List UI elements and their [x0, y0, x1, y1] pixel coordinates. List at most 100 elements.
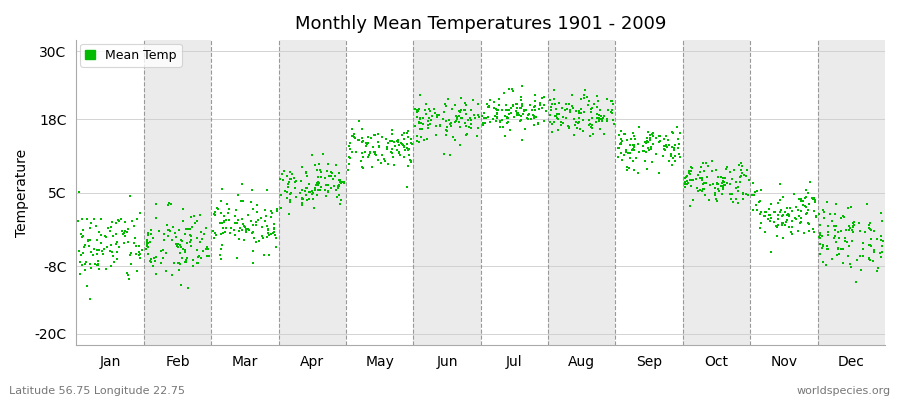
Point — [863, 226, 878, 232]
Point — [715, 191, 729, 198]
Point — [283, 199, 297, 205]
Point — [594, 116, 608, 122]
Point — [268, 232, 283, 238]
Point — [768, 209, 782, 216]
Point — [547, 112, 562, 119]
Point — [665, 144, 680, 150]
Point — [284, 170, 299, 177]
Point — [179, 256, 194, 263]
Point — [716, 186, 730, 192]
Point — [504, 104, 518, 111]
Point — [460, 131, 474, 137]
Point — [514, 94, 528, 100]
Legend: Mean Temp: Mean Temp — [80, 44, 182, 67]
Point — [246, 222, 260, 228]
Point — [229, 207, 243, 214]
Point — [343, 146, 357, 152]
Point — [491, 102, 506, 108]
Point — [280, 189, 294, 196]
Point — [586, 131, 600, 138]
Point — [260, 187, 274, 194]
Point — [627, 142, 642, 148]
Point — [154, 260, 168, 266]
Point — [509, 110, 524, 116]
Point — [289, 177, 303, 184]
Point — [79, 283, 94, 290]
Point — [785, 231, 799, 238]
Point — [757, 212, 771, 219]
Point — [566, 115, 580, 122]
Point — [742, 177, 756, 183]
Point — [320, 168, 334, 174]
Point — [554, 105, 569, 111]
Point — [659, 143, 673, 149]
Point — [876, 238, 890, 244]
Point — [217, 218, 231, 224]
Point — [408, 123, 422, 129]
Point — [329, 187, 344, 194]
Point — [813, 234, 827, 240]
Point — [397, 130, 411, 136]
Point — [378, 158, 392, 164]
Point — [122, 193, 137, 199]
Point — [833, 228, 848, 234]
Point — [173, 242, 187, 248]
Point — [836, 246, 850, 252]
Point — [398, 147, 412, 153]
Point — [491, 96, 506, 102]
Point — [222, 217, 237, 223]
Point — [592, 116, 607, 122]
Point — [189, 235, 203, 242]
Point — [86, 252, 100, 258]
Point — [355, 158, 369, 164]
Point — [269, 243, 284, 250]
Point — [822, 246, 836, 252]
Point — [266, 209, 280, 216]
Point — [401, 152, 416, 159]
Point — [320, 182, 335, 188]
Point — [672, 154, 687, 160]
Point — [801, 200, 815, 207]
Point — [796, 230, 811, 236]
Point — [306, 190, 320, 196]
Point — [834, 246, 849, 252]
Point — [705, 168, 719, 174]
Point — [531, 120, 545, 127]
Point — [527, 103, 542, 110]
Point — [356, 138, 371, 144]
Point — [682, 170, 697, 177]
Point — [422, 115, 436, 122]
Point — [794, 208, 808, 214]
Point — [769, 223, 783, 229]
Point — [666, 155, 680, 161]
Point — [681, 169, 696, 176]
Point — [611, 153, 625, 160]
Point — [78, 267, 93, 274]
Point — [808, 199, 823, 205]
Point — [750, 188, 764, 194]
Point — [543, 118, 557, 125]
Point — [842, 227, 856, 233]
Point — [404, 158, 419, 165]
Point — [143, 231, 157, 237]
Point — [458, 107, 473, 114]
Point — [770, 233, 784, 239]
Point — [427, 106, 441, 112]
Point — [820, 243, 834, 249]
Point — [781, 211, 796, 218]
Point — [270, 206, 284, 212]
Point — [288, 179, 302, 185]
Point — [443, 121, 457, 128]
Point — [85, 249, 99, 255]
Point — [745, 192, 760, 198]
Point — [794, 198, 808, 204]
Point — [274, 204, 288, 211]
Point — [793, 220, 807, 226]
Point — [158, 268, 173, 274]
Point — [176, 206, 190, 212]
Point — [492, 118, 507, 124]
Point — [239, 226, 254, 232]
Point — [631, 170, 645, 176]
Point — [500, 115, 515, 121]
Point — [515, 103, 529, 109]
